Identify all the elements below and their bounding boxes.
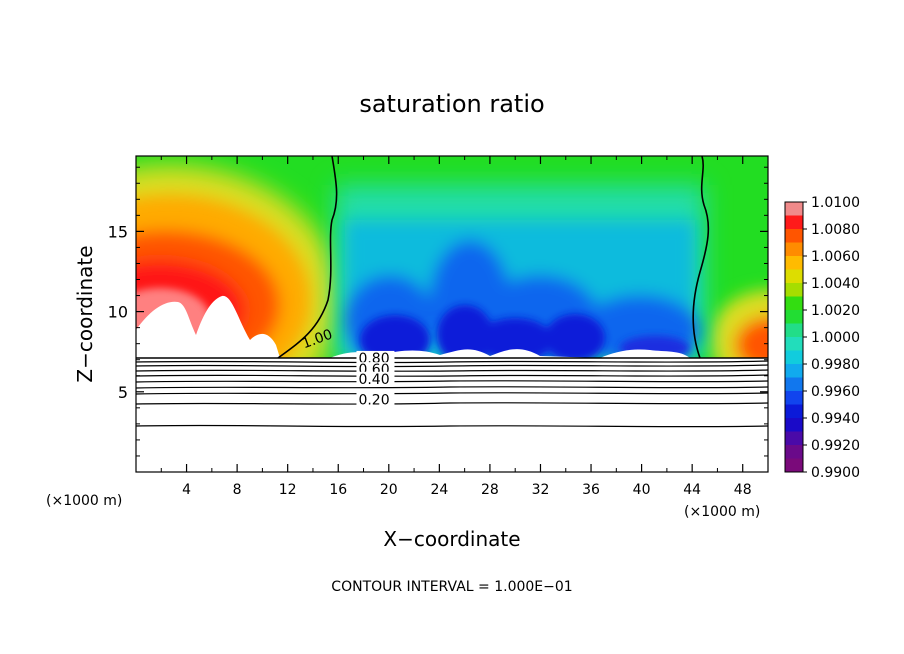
colorbar-tick-label: 1.0000 [811, 330, 860, 346]
x-unit-right: (×1000 m) [684, 504, 760, 520]
colorbar-swatch [785, 269, 803, 284]
chart-title: saturation ratio [359, 90, 544, 118]
colorbar-swatch [785, 391, 803, 405]
colorbar-tick-label: 1.0080 [811, 222, 860, 238]
colorbar: 1.0100 1.0080 1.0060 1.0040 1.0020 1.0000 0.99… [784, 195, 860, 481]
heatmap-field [136, 156, 768, 358]
colorbar-tick-label: 1.0100 [811, 195, 860, 211]
x-tick-label: 32 [532, 482, 550, 498]
contour-0.80 [136, 364, 768, 368]
contour-1.00-right [692, 156, 710, 359]
x-tick-label: 48 [734, 482, 752, 498]
contour-0.20 [136, 402, 768, 405]
colorbar-swatch [785, 256, 803, 270]
colorbar-swatch [785, 377, 803, 392]
colorbar-tick-label: 0.9960 [811, 384, 860, 400]
contour-label-bg [356, 350, 395, 365]
x-tick-label: 44 [683, 482, 701, 498]
colorbar-swatch [785, 323, 803, 338]
contour-interval-note: CONTOUR INTERVAL = 1.000E−01 [331, 579, 572, 595]
contour-label-0.40: 0.40 [358, 372, 389, 388]
y-axis: 5 10 15 [108, 166, 768, 457]
x-tick-label: 8 [233, 482, 242, 498]
x-axis-label: X−coordinate [383, 527, 520, 551]
colorbar-swatch [785, 404, 803, 419]
colorbar-swatch [785, 202, 803, 216]
plot-frame [135, 155, 769, 473]
colorbar-swatch [785, 418, 803, 432]
x-tick-label: 24 [430, 482, 448, 498]
x-tick-label: 16 [329, 482, 347, 498]
colorbar-swatch [785, 350, 803, 365]
contour-labels: 1.000.800.600.400.20 [300, 327, 395, 409]
y-tick-label: 5 [118, 383, 128, 402]
colorbar-swatch [785, 458, 803, 473]
y-tick-label: 15 [108, 222, 128, 241]
x-tick-label: 40 [633, 482, 651, 498]
cloud-free-pocket [136, 295, 280, 358]
y-tick-label: 10 [108, 303, 128, 322]
x-tick-label: 28 [481, 482, 499, 498]
colorbar-swatch [785, 283, 803, 297]
x-unit-left: (×1000 m) [46, 493, 122, 509]
y-axis-label: Z−coordinate [73, 245, 97, 382]
colorbar-swatch [785, 215, 803, 230]
contour-lines [136, 156, 768, 428]
colorbar-swatch [785, 445, 803, 459]
colorbar-tick-label: 0.9900 [811, 465, 860, 481]
colorbar-swatch [785, 242, 803, 257]
colorbar-swatch [785, 364, 803, 378]
supersaturation-plume-right [710, 290, 768, 358]
x-tick-label: 4 [182, 482, 191, 498]
x-tick-label: 36 [582, 482, 600, 498]
colorbar-swatch [785, 431, 803, 446]
colorbar-swatch [785, 337, 803, 351]
contour-label-0.20: 0.20 [358, 393, 389, 409]
x-axis: 4 8 12 16 20 24 28 32 36 40 44 48 [160, 156, 752, 498]
colorbar-tick-label: 1.0040 [811, 276, 860, 292]
contour-label-bg [356, 371, 395, 386]
contour-0.40 [136, 386, 768, 389]
colorbar-tick-label: 1.0060 [811, 249, 860, 265]
contour-0.60 [136, 374, 768, 377]
colorbar-tick-label: 1.0020 [811, 303, 860, 319]
x-tick-label: 20 [380, 482, 398, 498]
colorbar-tick-label: 0.9940 [811, 411, 860, 427]
contour-label-bg [356, 392, 395, 407]
contour-1.00 [277, 156, 338, 359]
colorbar-swatch [785, 229, 803, 243]
x-tick-label: 12 [279, 482, 297, 498]
colorbar-tick-label: 0.9980 [811, 357, 860, 373]
colorbar-swatch [785, 296, 803, 311]
colorbar-swatch [785, 310, 803, 324]
colorbar-tick-label: 0.9920 [811, 438, 860, 454]
